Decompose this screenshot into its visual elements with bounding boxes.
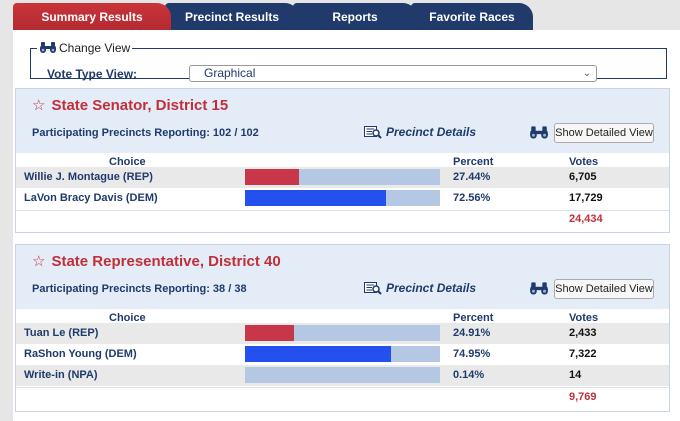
vote-share-bar: [245, 325, 440, 341]
results-tabs: Favorite Races Reports Precinct Results …: [13, 3, 533, 31]
binoculars-icon: [530, 282, 548, 295]
star-icon[interactable]: ☆: [32, 97, 46, 114]
vote-share-bar: [245, 169, 440, 185]
candidate-percent: 72.56%: [453, 192, 491, 204]
binoculars-icon: [530, 126, 548, 139]
column-header-votes: Votes: [569, 312, 599, 324]
precinct-details-link[interactable]: Precinct Details: [364, 125, 476, 139]
candidate-percent: 24.91%: [453, 327, 491, 339]
vote-share-bar: [245, 346, 440, 362]
candidate-row: Tuan Le (REP) 24.91% 2,433: [16, 323, 669, 344]
binoculars-icon: [40, 42, 56, 53]
precinct-details-icon: [364, 282, 382, 295]
tab-label: Reports: [332, 10, 378, 24]
column-header-percent: Percent: [453, 312, 494, 324]
tab-summary-results[interactable]: Summary Results: [13, 3, 171, 31]
tab-reports[interactable]: Reports: [293, 3, 417, 31]
vote-share-bar: [245, 190, 440, 206]
vote-type-value: Graphical: [204, 66, 256, 80]
precinct-details-icon: [364, 126, 382, 139]
chevron-down-icon: ⌄: [582, 68, 591, 79]
divider: [16, 387, 669, 388]
candidate-percent: 74.95%: [453, 348, 491, 360]
precincts-reporting: Participating Precincts Reporting: 102 /…: [32, 127, 259, 139]
tab-precinct-results[interactable]: Precinct Results: [165, 3, 299, 31]
race-card-state-senator: ☆ State Senator, District 15 Participati…: [15, 88, 670, 233]
race-total-votes: 9,769: [569, 391, 597, 403]
candidate-row: LaVon Bracy Davis (DEM) 72.56% 17,729: [16, 188, 669, 209]
precinct-details-link[interactable]: Precinct Details: [364, 281, 476, 295]
candidate-row: Willie J. Montague (REP) 27.44% 6,705: [16, 167, 669, 188]
column-header-percent: Percent: [453, 156, 494, 168]
tab-label: Favorite Races: [429, 10, 515, 24]
results-panel: Change View Vote Type View: Graphical ⌄ …: [13, 30, 680, 421]
tab-favorite-races[interactable]: Favorite Races: [411, 3, 533, 31]
candidate-votes: 7,322: [569, 348, 597, 360]
vote-share-fill: [245, 169, 299, 185]
candidate-name: RaShon Young (DEM): [24, 348, 137, 360]
star-icon[interactable]: ☆: [32, 253, 46, 270]
candidate-name: LaVon Bracy Davis (DEM): [24, 192, 158, 204]
candidate-row: RaShon Young (DEM) 74.95% 7,322: [16, 344, 669, 365]
change-view-group: Change View Vote Type View: Graphical ⌄: [30, 41, 667, 82]
precinct-details-label: Precinct Details: [386, 125, 477, 139]
change-view-label: Change View: [59, 41, 131, 55]
race-header: ☆ State Senator, District 15 Participati…: [16, 89, 669, 153]
tab-label: Summary Results: [41, 10, 143, 24]
candidate-votes: 2,433: [569, 327, 597, 339]
race-header: ☆ State Representative, District 40 Part…: [16, 245, 669, 309]
vote-share-fill: [245, 190, 387, 206]
vote-share-fill: [245, 325, 294, 341]
precinct-details-label: Precinct Details: [386, 281, 477, 295]
candidate-name: Tuan Le (REP): [24, 327, 99, 339]
divider: [16, 210, 669, 211]
tab-label: Precinct Results: [184, 10, 280, 24]
candidate-votes: 6,705: [569, 171, 597, 183]
column-header-choice: Choice: [109, 312, 146, 324]
vote-type-label: Vote Type View:: [47, 67, 138, 81]
show-detailed-view-button[interactable]: Show Detailed View: [554, 123, 654, 143]
race-title-text: State Representative, District 40: [51, 252, 281, 270]
column-header-votes: Votes: [569, 156, 599, 168]
race-total-votes: 24,434: [569, 213, 603, 225]
candidate-percent: 0.14%: [453, 369, 485, 381]
candidate-name: Willie J. Montague (REP): [24, 171, 153, 183]
candidate-votes: 17,729: [569, 192, 603, 204]
candidate-row: Write-in (NPA) 0.14% 14: [16, 365, 669, 386]
race-title: ☆ State Representative, District 40: [32, 252, 281, 271]
candidate-votes: 14: [569, 369, 582, 381]
vote-type-select[interactable]: Graphical ⌄: [189, 65, 597, 82]
column-header-choice: Choice: [109, 156, 146, 168]
race-title: ☆ State Senator, District 15: [32, 96, 229, 115]
race-card-state-representative: ☆ State Representative, District 40 Part…: [15, 244, 670, 412]
race-title-text: State Senator, District 15: [51, 96, 229, 114]
vote-share-fill: [245, 346, 392, 362]
precincts-reporting: Participating Precincts Reporting: 38 / …: [32, 283, 247, 295]
change-view-legend: Change View: [37, 41, 132, 55]
show-detailed-view-button[interactable]: Show Detailed View: [554, 279, 654, 299]
vote-share-bar: [245, 367, 440, 383]
candidate-name: Write-in (NPA): [24, 369, 98, 381]
candidate-percent: 27.44%: [453, 171, 491, 183]
